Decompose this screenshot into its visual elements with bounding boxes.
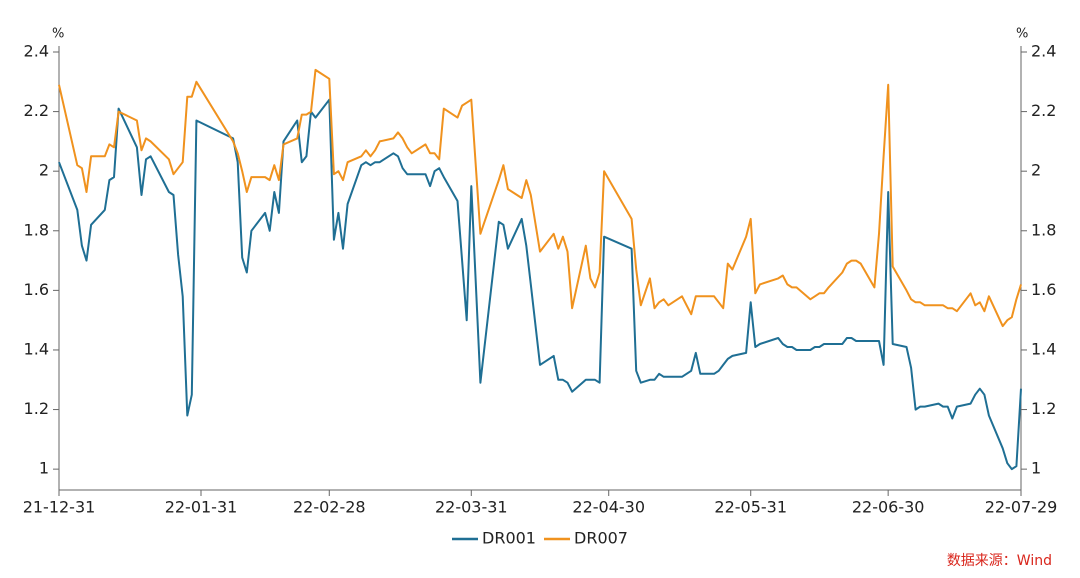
x-tick-label: 22-01-31	[165, 498, 238, 517]
x-tick-label: 22-06-30	[852, 498, 925, 517]
x-tick-label: 22-05-31	[714, 498, 787, 517]
y-tick-label: 1	[39, 459, 49, 478]
y-unit: %	[52, 27, 64, 42]
line-series	[58, 98, 1022, 471]
y-tick-label: 1.8	[24, 220, 49, 239]
x-tick-label: 22-03-31	[435, 498, 508, 517]
y2-tick-label: 2.4	[1031, 42, 1056, 61]
y2-tick-label: 2	[1031, 161, 1041, 180]
x-tick-label: 22-04-30	[572, 498, 645, 517]
y-tick-label: 1.4	[24, 339, 49, 358]
x-tick-label: 22-07-29	[985, 498, 1058, 517]
y-tick-label: 2.2	[24, 101, 49, 120]
legend-label: DR007	[574, 529, 628, 548]
x-tick-label: 21-12-31	[23, 498, 96, 517]
y2-tick-label: 1	[1031, 459, 1041, 478]
x-tick-label: 22-02-28	[293, 498, 366, 517]
source: 数据来源：Wind	[947, 553, 1052, 569]
y2-tick-label: 1.4	[1031, 339, 1056, 358]
line-series	[58, 68, 1022, 328]
y2-tick-label: 2.2	[1031, 101, 1056, 120]
y2-tick-label: 1.8	[1031, 220, 1056, 239]
legend-label: DR001	[482, 529, 536, 548]
y-tick-label: 1.2	[24, 399, 49, 418]
y2-tick-label: 1.6	[1031, 280, 1056, 299]
y-tick-label: 1.6	[24, 280, 49, 299]
y-tick-label: 2.4	[24, 42, 49, 61]
y-tick-label: 2	[39, 161, 49, 180]
y2-unit: %	[1016, 27, 1028, 42]
y2-tick-label: 1.2	[1031, 399, 1056, 418]
